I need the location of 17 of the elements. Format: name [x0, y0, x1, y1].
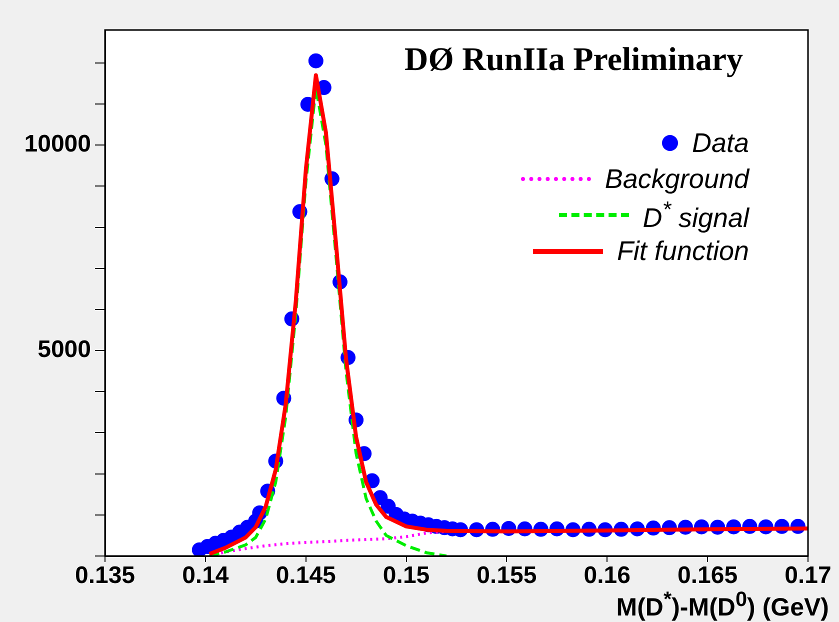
y-tick-label: 5000 [38, 336, 91, 364]
y-tick-label: 10000 [24, 130, 91, 158]
x-tick-label: 0.155 [476, 562, 537, 590]
x-tick-label: 0.14 [182, 562, 230, 590]
x-tick-label: 0.15 [382, 562, 430, 590]
legend-label: Background [604, 164, 749, 194]
x-tick-label: 0.135 [74, 562, 136, 590]
x-tick-label: 0.165 [678, 562, 738, 590]
legend-label: Fit function [616, 236, 749, 266]
x-axis-title: M(D$^{*}$)-M(D$^{0}$) (GeV) [616, 588, 829, 622]
legend-label: D$^{*}$ signal [642, 196, 749, 234]
x-tick-label: 0.145 [276, 562, 336, 590]
legend-label: Data [692, 128, 749, 158]
x-tick-label: 0.16 [584, 562, 630, 590]
x-tick-label: 0.17 [784, 562, 832, 590]
point [308, 53, 324, 68]
chart-title: DØ RunIIa Preliminary [404, 42, 743, 79]
